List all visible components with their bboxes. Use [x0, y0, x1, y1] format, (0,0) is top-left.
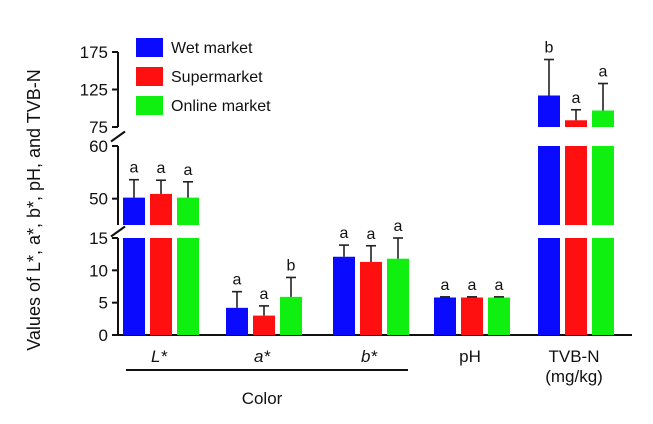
- significance-letter: b: [545, 40, 554, 57]
- significance-letter: a: [130, 160, 139, 177]
- bar: [434, 297, 456, 335]
- bar: [387, 258, 409, 335]
- y-tick-label: 10: [89, 261, 108, 280]
- bar: [565, 238, 587, 335]
- y-tick-label: 50: [89, 190, 108, 209]
- significance-letter: a: [572, 90, 581, 107]
- legend-label: Online market: [171, 98, 271, 115]
- significance-letter: a: [184, 162, 193, 179]
- significance-letter: a: [157, 160, 166, 177]
- bar: [592, 238, 614, 335]
- bar: [123, 238, 145, 335]
- y-tick-label: 175: [80, 43, 108, 62]
- legend-swatch: [136, 38, 163, 57]
- group-label: Color: [242, 389, 283, 408]
- bar: [280, 296, 302, 335]
- bar: [538, 238, 560, 335]
- significance-letter: a: [394, 218, 403, 235]
- legend-label: Supermarket: [171, 69, 263, 86]
- bar: [565, 120, 587, 127]
- y-tick-label: 75: [89, 118, 108, 137]
- bar: [150, 238, 172, 335]
- significance-letter: a: [260, 286, 269, 303]
- significance-letter: a: [599, 64, 608, 81]
- category-label: TVB-N: [549, 347, 600, 366]
- bar: [461, 297, 483, 335]
- significance-letter: a: [233, 272, 242, 289]
- bar: [592, 146, 614, 225]
- category-label: (mg/kg): [545, 367, 603, 386]
- category-label: pH: [459, 347, 481, 366]
- y-tick-label: 125: [80, 81, 108, 100]
- bar: [592, 110, 614, 127]
- significance-letter: a: [468, 277, 477, 294]
- bar: [150, 193, 172, 225]
- axis-break-mark: [110, 130, 126, 143]
- significance-letter: b: [287, 257, 296, 274]
- y-tick-label: 60: [89, 137, 108, 156]
- bar: [565, 146, 587, 225]
- y-tick-label: 0: [99, 326, 108, 345]
- significance-letter: a: [367, 226, 376, 243]
- axis-break-mark: [110, 225, 126, 238]
- y-axis-label: Values of L*, a*, b*, pH, and TVB-N: [24, 69, 44, 351]
- bar: [360, 261, 382, 335]
- y-tick-label: 5: [99, 294, 108, 313]
- bar: [253, 315, 275, 335]
- y-tick-label: 15: [89, 229, 108, 248]
- bar: [177, 238, 199, 335]
- legend-swatch: [136, 96, 163, 115]
- bar: [333, 256, 355, 335]
- bar: [538, 95, 560, 127]
- bar: [123, 197, 145, 225]
- bar: [538, 146, 560, 225]
- category-label: b*: [361, 347, 378, 366]
- category-label: a*: [254, 347, 271, 366]
- legend-label: Wet market: [171, 40, 253, 57]
- legend-swatch: [136, 67, 163, 86]
- bar: [177, 197, 199, 225]
- bar: [488, 297, 510, 335]
- significance-letter: a: [441, 277, 450, 294]
- bar: [226, 307, 248, 335]
- category-label: L*: [151, 347, 168, 366]
- significance-letter: a: [340, 225, 349, 242]
- significance-letter: a: [495, 277, 504, 294]
